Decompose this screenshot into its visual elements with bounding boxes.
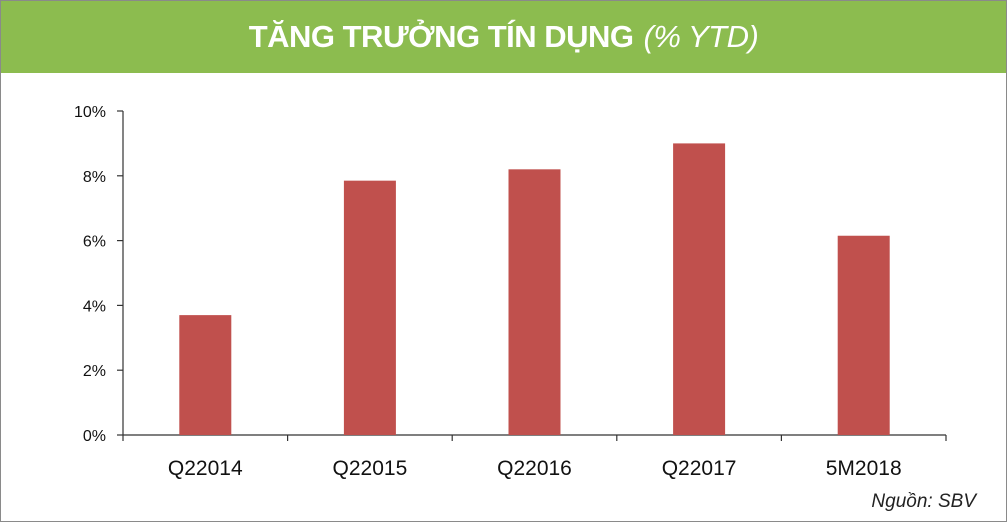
source-note: Nguồn: SBV — [871, 491, 976, 512]
y-tick-label: 6% — [83, 234, 106, 251]
x-category-label: Q22015 — [333, 457, 408, 480]
chart-title-text: TĂNG TRƯỞNG TÍN DỤNG — [248, 19, 634, 54]
y-tick-label: 8% — [83, 169, 106, 186]
bar-q22015 — [343, 180, 396, 435]
bar-q22014 — [179, 315, 232, 435]
y-tick-label: 10% — [74, 104, 106, 121]
bar-q22016 — [508, 169, 561, 435]
y-tick-label: 0% — [83, 428, 106, 445]
x-category-label: Q22016 — [497, 457, 572, 480]
y-tick-label: 4% — [83, 298, 106, 315]
chart-subtitle: (% YTD) — [643, 19, 759, 54]
y-tick-label: 2% — [83, 363, 106, 380]
x-category-label: Q22014 — [168, 457, 243, 480]
chart-title: TĂNG TRƯỞNG TÍN DỤNG (% YTD) — [249, 19, 759, 55]
bar-5m2018 — [837, 235, 890, 435]
bar-q22017 — [673, 143, 726, 435]
x-category-label: 5M2018 — [826, 457, 902, 480]
title-banner: TĂNG TRƯỞNG TÍN DỤNG (% YTD) — [1, 1, 1006, 73]
x-category-label: Q22017 — [662, 457, 737, 480]
